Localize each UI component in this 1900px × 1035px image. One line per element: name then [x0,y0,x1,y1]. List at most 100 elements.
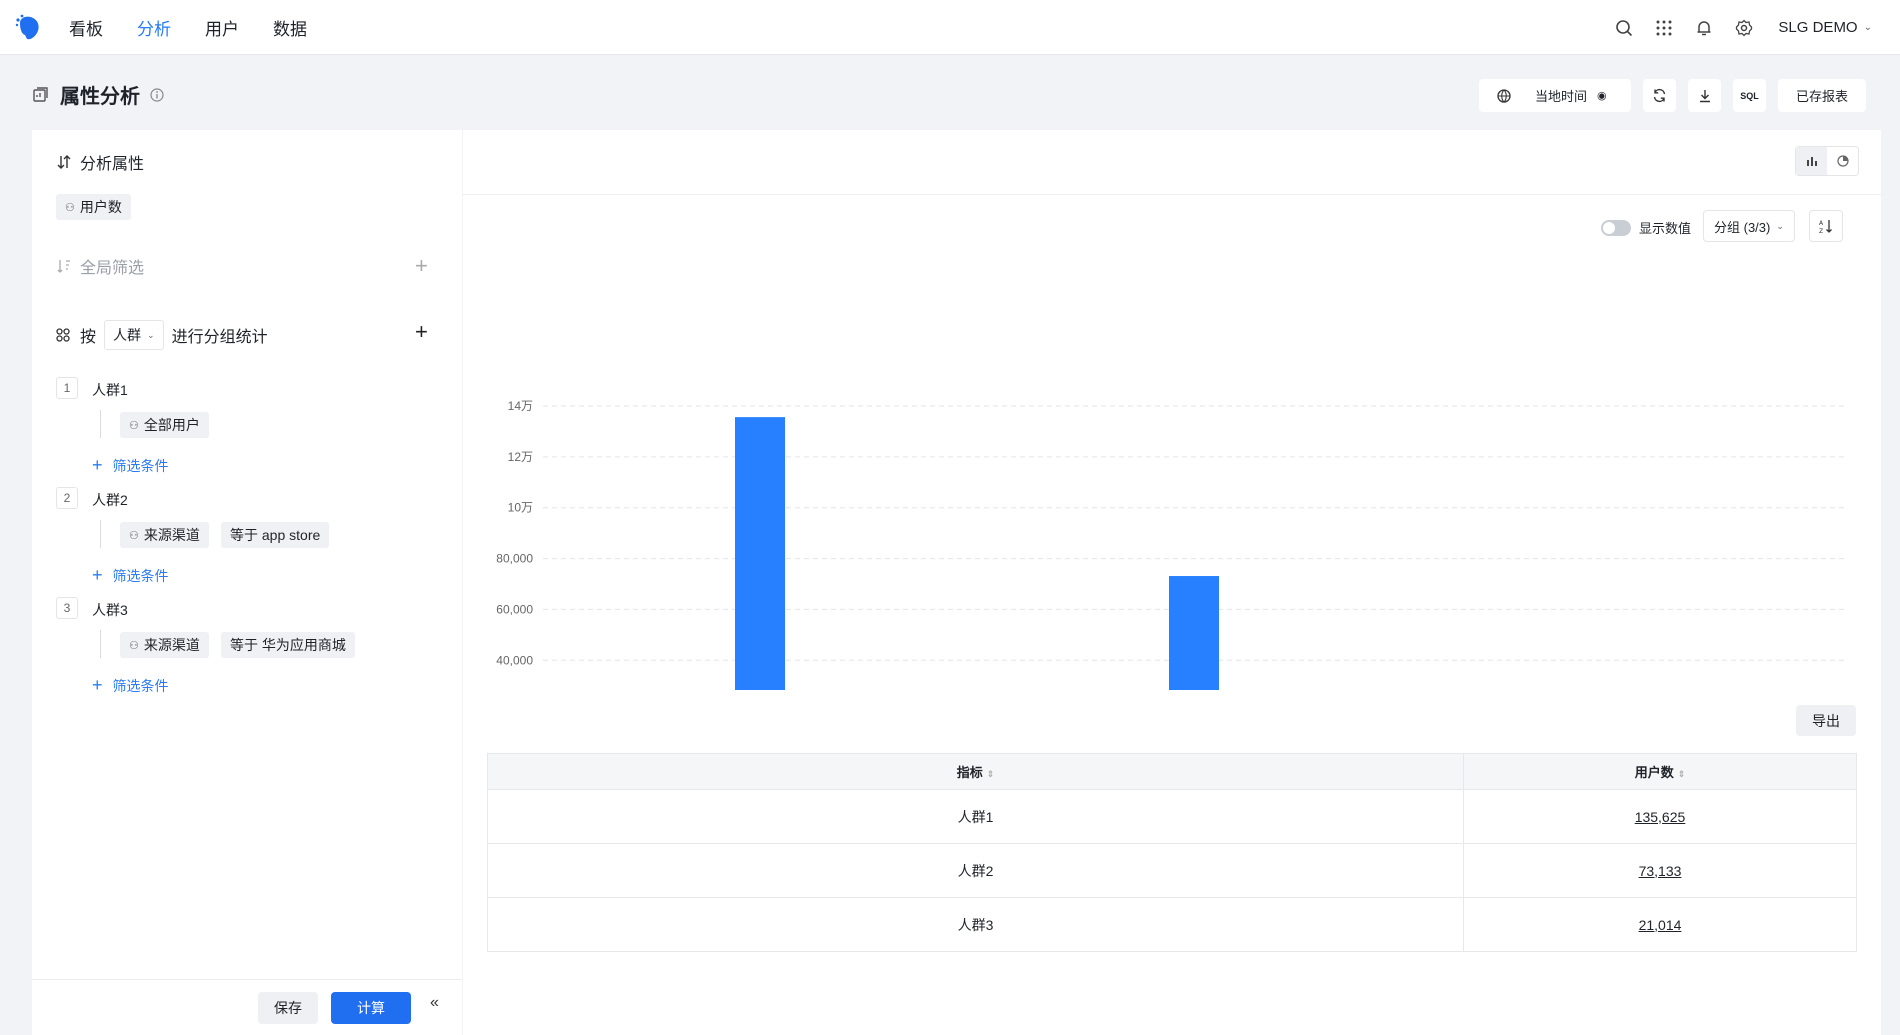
group-2-number: 2 [56,487,78,509]
nav-item-data[interactable]: 数据 [273,20,307,39]
group-1-field-tag[interactable]: ⚇ 全部用户 [120,412,209,438]
group-2-name[interactable]: 人群2 [92,492,128,508]
y-tick-label: 40,000 [496,653,533,667]
col-header-metric-label: 指标 [956,765,983,780]
plus-icon: + [92,455,103,475]
group-2-connector [100,520,101,548]
add-condition-label: 筛选条件 [112,677,169,694]
sql-button[interactable]: SQL [1733,79,1766,112]
group-select[interactable]: 分组 (3/3) ⌄ [1703,210,1795,242]
calculate-button[interactable]: 计算 [331,992,411,1024]
nav-item-users[interactable]: 用户 [205,20,239,39]
table-header-row: 指标 ⇕ 用户数 ⇕ [487,753,1857,790]
pie-chart-icon[interactable] [1827,147,1858,175]
group-3-name[interactable]: 人群3 [92,602,128,618]
group-2-add-condition[interactable]: + 筛选条件 [92,565,169,586]
group-by-select[interactable]: 人群 ⌄ [104,320,164,350]
group-3-field-tag[interactable]: ⚇ 来源渠道 [120,632,209,658]
download-button[interactable] [1688,79,1721,112]
plus-icon: + [92,565,103,585]
group-by-prefix: 按 [80,329,97,346]
brand-logo-icon[interactable] [14,13,44,43]
filter-sort-icon [57,260,70,273]
bar [735,417,785,690]
table-cell-group: 人群3 [487,897,1464,952]
nav-item-analysis[interactable]: 分析 [137,20,171,39]
saved-reports-button[interactable]: 已存报表 [1778,79,1866,112]
export-button[interactable]: 导出 [1796,705,1856,736]
sort-icon: ⇕ [1677,769,1686,779]
user-attr-icon: ⚇ [129,419,139,432]
bell-icon[interactable] [1694,18,1714,38]
y-tick-label: 12万 [508,450,533,464]
y-tick-label: 10万 [508,501,533,515]
group-2-field: 来源渠道 [143,527,200,543]
save-button[interactable]: 保存 [258,992,318,1024]
bar-chart-icon[interactable] [1796,147,1827,175]
show-values-toggle[interactable] [1601,219,1631,236]
group-2-condition-tag[interactable]: 等于 app store [221,522,330,548]
left-footer: 保存 计算 « [32,979,462,1035]
refresh-button[interactable] [1643,79,1676,112]
group-by-value: 人群 [113,327,142,343]
left-panel: 分析属性 ⚇ 用户数 全局筛选 + 按 人群 ⌄ 进行分组统计 + 1 人群1 … [32,130,462,1035]
y-tick-label: 80,000 [496,552,533,566]
top-bar: 看板 分析 用户 数据 SLG DEMO ⌄ [0,0,1900,55]
download-icon [1699,89,1710,102]
user-attr-icon: ⚇ [65,201,75,214]
table-row: 人群1 135,625 [487,789,1857,844]
table-cell-group: 人群1 [487,789,1464,844]
timezone-label: 当地时间 [1535,89,1588,104]
user-name: SLG DEMO [1778,19,1858,36]
group-3-add-condition[interactable]: + 筛选条件 [92,675,169,696]
group-3-number: 3 [56,597,78,619]
global-filter-label: 全局筛选 [80,260,145,277]
metric-tag-label: 用户数 [79,199,122,215]
global-filter-section[interactable]: 全局筛选 [56,254,144,278]
group-3-field: 来源渠道 [143,637,200,653]
table-cell-value[interactable]: 21,014 [1463,897,1857,952]
chevron-down-icon: ⌄ [1863,22,1872,33]
chart-type-switch [1795,146,1859,176]
group-1-number: 1 [56,377,78,399]
user-menu[interactable]: SLG DEMO ⌄ [1778,19,1872,36]
bar-chart: 020,00040,00060,00080,00010万12万14万人群1人群2… [496,399,1845,690]
data-table: 指标 ⇕ 用户数 ⇕ 人群1 135,625 人群2 73,133 人群3 21,0… [487,753,1857,952]
group-by-section: 按 人群 ⌄ 进行分组统计 [56,320,268,350]
nav-item-board[interactable]: 看板 [69,20,103,39]
page-header: 属性分析 [32,80,164,109]
sort-down-icon [57,155,71,169]
table-cell-value[interactable]: 73,133 [1463,843,1857,898]
svg-text:Z: Z [1819,228,1823,234]
table-cell-value[interactable]: 135,625 [1463,789,1857,844]
panel-divider [463,194,1881,195]
refresh-icon [1653,88,1666,103]
analysis-attributes-section: 分析属性 [56,150,144,174]
user-attr-icon: ⚇ [129,639,139,652]
info-icon[interactable] [150,87,164,102]
timezone-button[interactable]: 当地时间 ◉ [1479,79,1631,112]
group-3-condition-tag[interactable]: 等于 华为应用商城 [221,632,355,658]
group-1-add-condition[interactable]: + 筛选条件 [92,455,169,476]
col-header-metric[interactable]: 指标 ⇕ [487,753,1464,790]
search-icon[interactable] [1614,18,1634,38]
group-1-field: 全部用户 [143,417,200,433]
page-title: 属性分析 [60,86,140,108]
col-header-users[interactable]: 用户数 ⇕ [1463,753,1857,790]
group-1-name[interactable]: 人群1 [92,382,128,398]
metric-tag[interactable]: ⚇ 用户数 [56,194,131,220]
right-panel: 显示数值 分组 (3/3) ⌄ AZ 020,00040,00060,00080… [463,130,1881,1035]
globe-icon [1497,88,1511,103]
sort-icon: ⇕ [986,769,995,779]
apps-grid-icon[interactable] [1654,18,1674,38]
table-cell-group: 人群2 [487,843,1464,898]
add-global-filter-icon[interactable]: + [415,253,428,278]
table-row: 人群3 21,014 [487,897,1857,952]
add-group-icon[interactable]: + [415,319,428,344]
group-3-connector [100,630,101,658]
gear-icon[interactable] [1734,18,1754,38]
group-2-field-tag[interactable]: ⚇ 来源渠道 [120,522,209,548]
show-values-control: 显示数值 [1601,218,1691,237]
collapse-icon[interactable]: « [430,994,439,1011]
